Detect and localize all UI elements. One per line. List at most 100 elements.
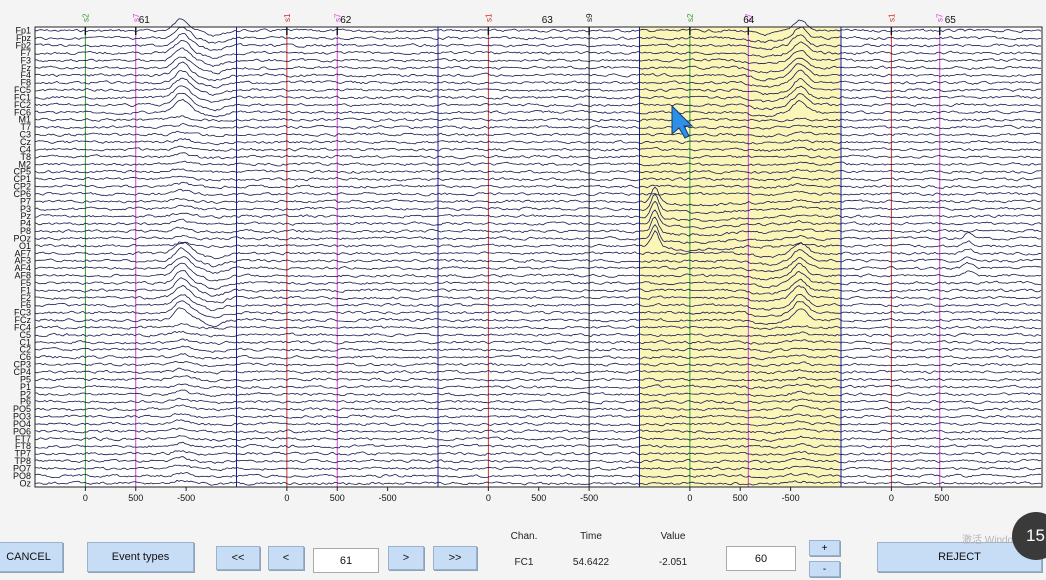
channel-label: Fz (21, 63, 31, 73)
plot-area (35, 27, 1042, 487)
event-label-s1: s1 (484, 13, 493, 22)
trace-F6 (34, 293, 1042, 312)
channel-label: CP6 (13, 189, 31, 199)
x-tick-label: 500 (934, 493, 949, 503)
channel-label: PO3 (13, 412, 31, 422)
trace-FT7 (34, 435, 1042, 442)
channel-label: FC2 (14, 100, 31, 110)
trace-T8 (35, 152, 1042, 160)
trace-Cz (34, 138, 1042, 146)
channel-label: C3 (19, 130, 31, 140)
channel-label: PO8 (13, 471, 31, 481)
x-tick-label: 500 (330, 493, 345, 503)
trace-Fz (34, 56, 1042, 75)
trace-FC4 (34, 323, 1042, 330)
channel-label: CP2 (13, 182, 31, 192)
channel-label: Pz (20, 211, 31, 221)
channel-label: AF7 (14, 248, 31, 258)
channel-label: P1 (20, 382, 31, 392)
x-tick-label: 0 (486, 493, 491, 503)
trace-AF8 (34, 262, 1042, 282)
trace-C6 (34, 353, 1042, 361)
next-button[interactable]: > (388, 546, 424, 570)
channel-label: PO4 (13, 419, 31, 429)
channel-label: PO5 (13, 404, 31, 414)
channel-label: FC4 (14, 322, 31, 332)
x-tick-label: -500 (580, 493, 598, 503)
trace-PO7 (34, 464, 1042, 472)
trace-CP2 (34, 181, 1042, 190)
channel-label: TP7 (14, 449, 31, 459)
trace-F4 (34, 61, 1042, 82)
value-header: Value (660, 531, 686, 542)
x-tick-label: 500 (733, 493, 748, 503)
channel-label: Oz (19, 478, 31, 488)
channel-label: F5 (20, 278, 31, 288)
channel-label: F8 (20, 78, 31, 88)
channel-label: M2 (18, 159, 31, 169)
channel-label: PO6 (13, 426, 31, 436)
chan-value: FC1 (514, 557, 534, 568)
x-tick-label: -500 (379, 493, 397, 503)
trace-F5 (34, 270, 1042, 290)
time-value: 54.6422 (572, 557, 610, 568)
trace-POz (34, 224, 1042, 244)
scale-input[interactable]: 60 (726, 546, 796, 571)
trace-AF4 (34, 256, 1042, 274)
trace-Fpz (34, 26, 1042, 44)
trace-FC3 (34, 300, 1042, 319)
trace-FC2 (34, 92, 1042, 112)
event-label-s7: s7 (744, 13, 753, 22)
floating-badge[interactable]: 15 (1012, 512, 1046, 560)
channel-label: C5 (19, 330, 31, 340)
event-label-s1: s1 (283, 13, 292, 22)
trace-P1 (34, 383, 1042, 390)
trace-Fp1 (34, 18, 1042, 37)
trace-FC6 (34, 98, 1042, 118)
scale-minus-button[interactable]: - (809, 561, 840, 577)
x-tick-label: 0 (83, 493, 88, 503)
channel-label: POz (13, 233, 31, 243)
x-tick-label: 0 (687, 493, 692, 503)
trace-C4 (34, 145, 1042, 152)
epoch-number-input[interactable]: 61 (313, 548, 379, 573)
trace-CP1 (34, 175, 1042, 182)
eeg-plot[interactable]: s2 s7 s1 s7 s1 s9 s2 s7 s1 s7Fp1FpzFp2F7F3FzF4F8F… (0, 0, 1046, 505)
trace-F1 (34, 277, 1042, 297)
time-header: Time (580, 531, 602, 542)
trace-AF7 (34, 241, 1042, 260)
channel-label: O1 (19, 241, 31, 251)
trace-PO5 (34, 404, 1042, 412)
channel-label: CP1 (13, 174, 31, 184)
channel-label: T8 (20, 152, 31, 162)
cancel-button[interactable]: CANCEL (0, 542, 63, 572)
trace-C5 (34, 330, 1042, 338)
epoch-number: 64 (743, 15, 755, 26)
trace-CP6 (34, 188, 1042, 197)
trace-PO8 (34, 471, 1042, 479)
epoch-number: 63 (542, 15, 554, 26)
event-types-button[interactable]: Event types (87, 542, 194, 572)
channel-label: TP8 (14, 456, 31, 466)
scale-plus-button[interactable]: + (809, 540, 840, 556)
x-tick-label: 500 (128, 493, 143, 503)
x-tick-label: 500 (531, 493, 546, 503)
trace-AF3 (34, 247, 1042, 268)
x-tick-label: 0 (284, 493, 289, 503)
channel-label: Fp1 (15, 26, 31, 36)
channel-label: F2 (20, 293, 31, 303)
channel-label: C2 (19, 345, 31, 355)
trace-P8 (34, 216, 1042, 237)
trace-CP4 (34, 367, 1042, 375)
channel-label: F4 (20, 70, 31, 80)
trace-FCz (34, 307, 1042, 328)
trace-C3 (34, 130, 1042, 138)
trace-P5 (34, 375, 1042, 383)
channel-label: C6 (19, 352, 31, 362)
next-next-button[interactable]: >> (433, 546, 477, 570)
channel-label: Fp2 (15, 41, 31, 51)
channel-label: CP4 (13, 367, 31, 377)
prev-button[interactable]: < (268, 546, 304, 570)
channel-label: C4 (19, 144, 31, 154)
prev-prev-button[interactable]: << (216, 546, 260, 570)
